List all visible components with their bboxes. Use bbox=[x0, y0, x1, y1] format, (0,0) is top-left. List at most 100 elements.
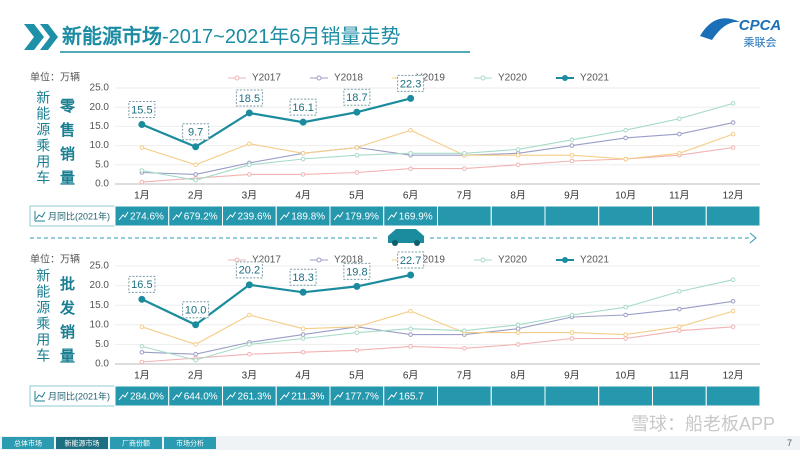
yoy-arrow bbox=[279, 211, 290, 221]
x-tick-label: 8月 bbox=[510, 190, 526, 202]
data-point bbox=[408, 127, 413, 133]
data-point bbox=[354, 347, 360, 353]
data-point bbox=[462, 328, 467, 333]
y-tick-label: 0.0 bbox=[95, 359, 109, 370]
x-tick-label: 1月 bbox=[134, 190, 150, 202]
data-point bbox=[730, 101, 736, 106]
yoy-value: 284.0% bbox=[130, 392, 164, 403]
data-point bbox=[139, 168, 145, 173]
yoy-arrow bbox=[226, 391, 236, 401]
data-point bbox=[623, 304, 628, 310]
data-point bbox=[569, 158, 575, 164]
data-point bbox=[408, 308, 413, 314]
data-point bbox=[247, 141, 252, 146]
x-tick-label: 3月 bbox=[242, 370, 258, 382]
data-point bbox=[299, 118, 307, 126]
data-point bbox=[569, 330, 575, 335]
data-point bbox=[300, 336, 306, 341]
data-point bbox=[730, 324, 736, 330]
legend-marker bbox=[480, 257, 486, 263]
footer-tab bbox=[2, 437, 54, 449]
data-point bbox=[623, 332, 628, 337]
legend-label: Y2017 bbox=[252, 255, 281, 266]
data-point bbox=[247, 342, 252, 347]
data-point bbox=[515, 342, 521, 347]
data-point bbox=[407, 271, 415, 279]
yoy-cell bbox=[437, 205, 492, 227]
data-point bbox=[354, 152, 360, 158]
yoy-cell bbox=[490, 385, 546, 407]
yoy-arrow bbox=[387, 391, 398, 401]
side-label: 新能源乘用车 bbox=[35, 268, 51, 364]
data-point bbox=[677, 306, 682, 312]
footer-tab-label: 总体市场 bbox=[14, 438, 42, 447]
data-point bbox=[139, 349, 145, 355]
data-point bbox=[245, 109, 253, 117]
yoy-cell bbox=[652, 385, 707, 407]
title-main: 新能源市场 bbox=[62, 24, 162, 48]
footer-tab-label: 市场分析 bbox=[176, 438, 204, 447]
data-point bbox=[193, 172, 198, 177]
car-icon bbox=[388, 229, 424, 246]
series-line bbox=[141, 300, 734, 355]
data-label: 22.7 bbox=[400, 255, 421, 267]
data-label-box bbox=[235, 261, 263, 279]
series-line bbox=[141, 273, 411, 327]
data-point bbox=[677, 150, 682, 156]
data-point bbox=[677, 328, 682, 333]
yoy-arrow bbox=[172, 211, 183, 221]
yoy-arrow bbox=[333, 211, 344, 221]
data-label-box bbox=[343, 88, 371, 106]
data-label-box bbox=[397, 74, 425, 92]
logo-icon bbox=[700, 18, 740, 40]
x-tick-label: 7月 bbox=[457, 370, 473, 382]
x-tick-label: 8月 bbox=[510, 370, 526, 382]
title-rest: -2017~2021年6月销量走势 bbox=[162, 25, 400, 48]
data-point bbox=[245, 281, 253, 289]
series-line bbox=[141, 129, 734, 166]
series-line bbox=[141, 102, 734, 181]
data-point bbox=[354, 324, 360, 330]
x-tick-label: 5月 bbox=[349, 190, 365, 202]
data-point bbox=[623, 312, 628, 318]
data-point bbox=[138, 295, 146, 303]
yoy-cell bbox=[652, 205, 707, 227]
legend-marker bbox=[562, 257, 568, 263]
data-point bbox=[623, 127, 628, 133]
data-point bbox=[139, 344, 145, 349]
header-chevrons bbox=[24, 24, 58, 50]
data-label: 18.5 bbox=[239, 93, 260, 105]
y-tick-label: 15.0 bbox=[90, 121, 110, 132]
footer-tab bbox=[56, 437, 108, 449]
legend-marker bbox=[316, 75, 322, 81]
x-tick-label: 10月 bbox=[615, 190, 636, 202]
yoy-arrow bbox=[387, 211, 398, 221]
data-label: 18.7 bbox=[346, 92, 367, 104]
x-tick-label: 5月 bbox=[349, 370, 365, 382]
data-point bbox=[515, 152, 521, 158]
data-point bbox=[353, 108, 361, 116]
data-point bbox=[300, 172, 306, 177]
data-point bbox=[300, 332, 306, 337]
legend-marker bbox=[234, 75, 240, 81]
data-point bbox=[408, 332, 413, 337]
data-point bbox=[515, 326, 521, 332]
data-point bbox=[408, 326, 413, 332]
data-point bbox=[677, 131, 682, 137]
data-point bbox=[247, 351, 252, 357]
series-line bbox=[141, 97, 411, 149]
yoy-value: 189.8% bbox=[291, 212, 325, 223]
x-tick-label: 4月 bbox=[295, 190, 311, 202]
y-tick-label: 10.0 bbox=[90, 140, 110, 151]
data-point bbox=[569, 143, 575, 148]
data-point bbox=[677, 289, 682, 294]
y-tick-label: 0.0 bbox=[95, 179, 109, 190]
data-label: 15.5 bbox=[131, 104, 152, 116]
data-point bbox=[193, 177, 198, 183]
yoy-cell bbox=[437, 385, 492, 407]
data-point bbox=[354, 145, 360, 150]
data-label: 16.5 bbox=[131, 279, 152, 291]
yoy-value: 169.9% bbox=[399, 212, 433, 223]
yoy-arrow bbox=[333, 391, 344, 401]
data-point bbox=[569, 137, 575, 143]
